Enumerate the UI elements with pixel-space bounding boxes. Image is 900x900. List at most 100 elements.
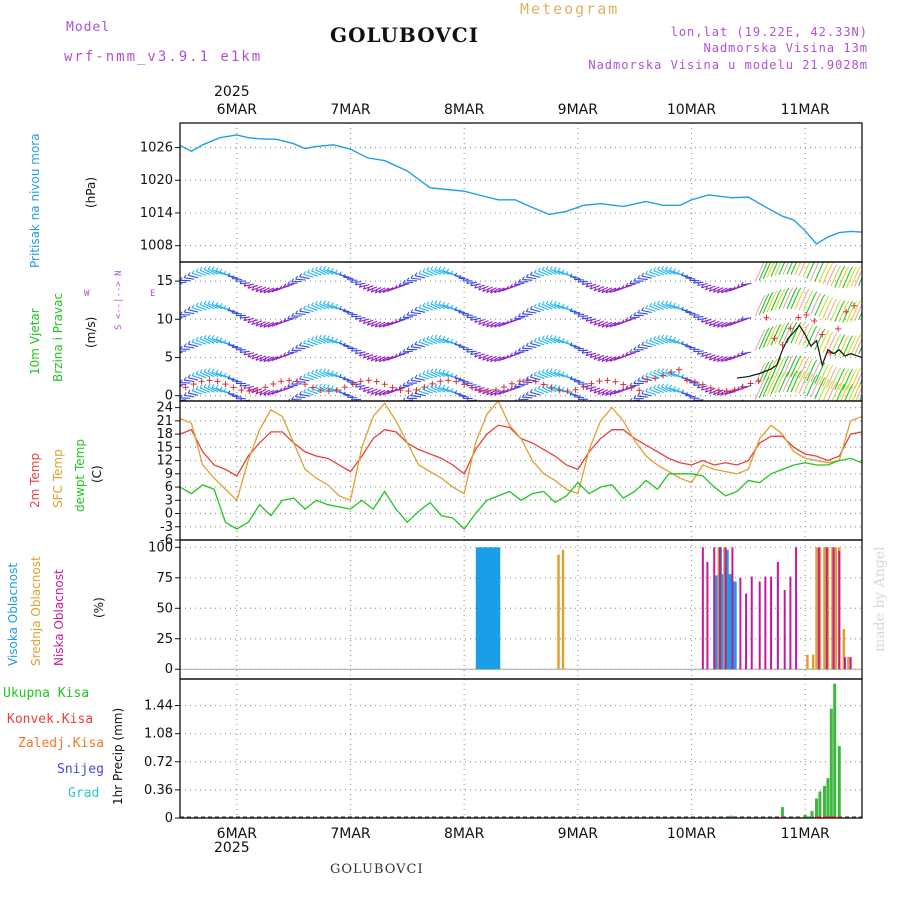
wind-barb-head: [577, 278, 581, 283]
wind-barb: [553, 303, 565, 310]
wind-barb-head: [794, 321, 798, 326]
wind-barb-head: [490, 392, 493, 396]
wind-barb-head: [609, 323, 613, 328]
wind-barb-head: [434, 265, 438, 270]
wind-barb-head: [649, 268, 653, 273]
wind-barb-head: [545, 300, 549, 304]
wind-barb-head: [629, 314, 633, 319]
wind-barb: [203, 371, 215, 378]
wind-barb-head: [669, 301, 672, 305]
wind-barb-head: [406, 277, 410, 281]
wind-barb-head: [462, 395, 466, 399]
wind-barb: [284, 402, 294, 404]
wind-barb-head: [677, 304, 680, 308]
wind-barb-head: [506, 404, 508, 407]
wind-barb-head: [685, 343, 688, 347]
wind-barb: [363, 319, 374, 325]
wind-barb-head: [510, 283, 513, 288]
wind-barb-head: [525, 308, 529, 312]
wind-barb: [514, 384, 525, 388]
wind-barb: [180, 283, 183, 285]
wind-barb-head: [822, 328, 826, 333]
wind-barb-head: [834, 332, 838, 337]
wind-barb-head: [617, 389, 621, 393]
wind-barb-head: [199, 266, 203, 271]
conv-precip-bar: [837, 816, 841, 818]
wind-barb-head: [629, 349, 633, 353]
pressure-label: Pritisak na nivou mora: [28, 133, 42, 268]
wind-barb: [359, 402, 369, 405]
wind-barb-head: [446, 337, 450, 341]
wind-barb-head: [565, 271, 569, 275]
wind-barb: [693, 316, 704, 318]
wind-barb: [814, 380, 824, 400]
wind-barb: [414, 309, 426, 313]
wind-barb: [327, 338, 338, 344]
wind-barb: [180, 315, 187, 318]
wind-barb: [534, 374, 545, 380]
wind-barb-head: [482, 322, 485, 327]
wind-barb-head: [498, 391, 501, 395]
wind-barb: [693, 350, 704, 353]
wind-barb: [593, 320, 605, 326]
wind-barb: [303, 342, 314, 347]
wind-barb-head: [418, 270, 422, 274]
wind-barb: [359, 318, 370, 323]
y-tick-label: 3: [165, 493, 173, 508]
wind-barb-head: [354, 281, 358, 286]
wind-barb-head: [319, 265, 322, 270]
wind-barb: [191, 307, 203, 312]
wind-barb-head: [307, 337, 310, 342]
wind-barb-head: [315, 266, 318, 271]
wind-barb-head: [665, 383, 669, 388]
wind-barb: [549, 371, 561, 378]
wind-barb-head: [223, 304, 227, 309]
wind-barb-head: [533, 387, 537, 391]
wind-barb-head: [438, 383, 442, 388]
high-cloud-bar: [489, 547, 494, 670]
wind-barb: [790, 358, 800, 378]
wind-barb-head: [248, 403, 250, 406]
wind-barb: [766, 361, 776, 381]
wind-barb-head: [545, 334, 549, 339]
wind-barb: [542, 387, 553, 393]
wind-barb-head: [494, 323, 497, 328]
wind-barb-head: [708, 356, 712, 361]
wind-barb: [370, 286, 382, 293]
wind-barb-head: [414, 272, 418, 276]
wind-barb: [858, 276, 862, 286]
wind-barb: [486, 321, 497, 328]
wind-barb-head: [386, 322, 390, 327]
wind-barb-head: [470, 282, 474, 287]
wind-barb: [247, 353, 259, 358]
wind-barb-head: [573, 378, 577, 382]
wind-barb-head: [863, 383, 865, 386]
wind-barb: [410, 311, 422, 315]
wind-barb: [398, 352, 410, 356]
wind-barb-head: [854, 368, 858, 373]
wind-barb: [408, 400, 409, 401]
wind-barb-head: [737, 402, 739, 405]
wind-barb: [834, 337, 844, 357]
wind-barb: [545, 371, 557, 378]
y-tick-label: 100: [148, 540, 173, 555]
wind-barb-head: [299, 391, 302, 395]
wind-barb: [549, 337, 561, 344]
wind-barb-head: [724, 288, 728, 293]
wind-barb-head: [541, 335, 545, 339]
mid-cloud-bar: [815, 547, 818, 670]
wind-barb-head: [382, 391, 386, 396]
wind-barb: [203, 337, 215, 344]
wind-barb-head: [850, 335, 854, 339]
wind-barb-head: [732, 354, 736, 359]
wind-barb-head: [589, 285, 593, 290]
wind-barb-head: [787, 254, 789, 257]
panel-frame: [179, 678, 863, 819]
wind-barb: [855, 386, 862, 401]
y-tick-label: 1014: [140, 206, 173, 221]
wind-barb: [542, 338, 553, 344]
wind-barb-head: [255, 322, 259, 327]
wind-barb: [255, 286, 267, 293]
wind-barb: [713, 321, 724, 328]
mid-cloud-bar: [847, 657, 850, 670]
